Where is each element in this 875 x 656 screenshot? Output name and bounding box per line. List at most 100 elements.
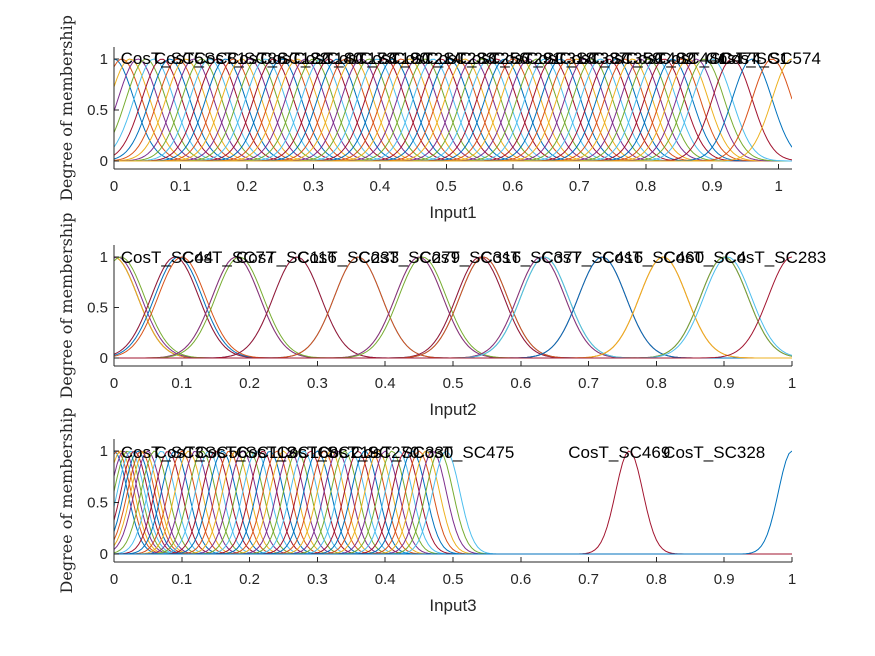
membership-curve xyxy=(114,450,792,555)
x-tick-label: 0 xyxy=(110,571,118,588)
membership-curve xyxy=(114,58,792,162)
x-tick-label: 0.7 xyxy=(578,375,599,392)
membership-curve xyxy=(114,450,792,555)
membership-curve xyxy=(114,58,792,162)
membership-curves xyxy=(114,450,792,555)
membership-curve xyxy=(114,58,792,162)
membership-curve xyxy=(114,58,792,162)
membership-curve xyxy=(114,58,792,162)
membership-curve xyxy=(114,58,792,162)
membership-curve xyxy=(114,58,792,162)
membership-curve xyxy=(114,58,792,162)
membership-curve xyxy=(114,256,792,359)
x-tick-label: 1 xyxy=(788,571,796,588)
membership-curve xyxy=(114,58,792,162)
mf-label: CosT_SC337 xyxy=(526,49,628,68)
mf-label: CosT_SC233 xyxy=(393,49,495,68)
membership-curve xyxy=(114,450,792,555)
membership-curve xyxy=(114,58,792,162)
x-tick-label: 0.4 xyxy=(375,571,396,588)
mf-label: CosT_SC330 xyxy=(351,443,453,462)
membership-curve xyxy=(114,450,792,555)
membership-curve xyxy=(114,58,792,162)
membership-curve xyxy=(114,58,792,162)
membership-curve xyxy=(114,58,792,162)
y-tick-label: 1 xyxy=(100,51,108,68)
membership-curve xyxy=(114,58,792,162)
membership-curve xyxy=(114,58,792,162)
mf-label: CosT_SC140 xyxy=(260,49,362,68)
y-axis-label: Degree of membership xyxy=(57,408,76,594)
y-axis-label: Degree of membership xyxy=(57,213,76,399)
mf-label: CosT_SC270 xyxy=(317,443,419,462)
membership-curve xyxy=(114,58,792,162)
membership-curve xyxy=(114,451,792,555)
membership-curve xyxy=(114,256,792,359)
y-tick-label: 0.5 xyxy=(87,102,108,119)
mf-label: CosT_SC5 xyxy=(121,49,204,68)
membership-curve xyxy=(114,450,792,555)
membership-curve xyxy=(114,58,792,162)
membership-curve xyxy=(114,450,792,555)
x-tick-label: 0.6 xyxy=(510,571,531,588)
membership-curve xyxy=(114,256,792,359)
membership-curve xyxy=(114,58,792,162)
membership-curve xyxy=(114,58,792,162)
x-tick-label: 0.2 xyxy=(237,178,258,195)
membership-curve xyxy=(114,58,792,162)
mf-label: CosT_SC475 xyxy=(412,443,514,462)
membership-curve xyxy=(114,58,792,162)
membership-curve xyxy=(114,58,792,162)
x-axis-label: Input1 xyxy=(429,203,476,222)
mf-label: CosT_SC86 xyxy=(194,49,287,68)
membership-curve xyxy=(114,58,792,162)
membership-curve xyxy=(114,58,792,162)
membership-curve xyxy=(114,58,792,162)
membership-curve xyxy=(114,58,792,162)
x-tick-label: 0.5 xyxy=(436,178,457,195)
y-tick-label: 0 xyxy=(100,350,108,367)
membership-curve xyxy=(114,58,792,162)
y-tick-label: 0.5 xyxy=(87,495,108,512)
membership-curve xyxy=(114,58,792,162)
mf-label: CosT_SC377 xyxy=(480,248,582,267)
membership-curve xyxy=(114,450,792,555)
membership-curve xyxy=(114,450,792,555)
membership-curve xyxy=(114,58,792,162)
membership-curve xyxy=(114,450,792,555)
plot-panel-1: 0 0.1 0.2 0.3 0.4 0.5 0.6 0.7 0.8 0.9 1 0 0.5 1 Input1… xyxy=(57,15,821,222)
x-tick-label: 0.3 xyxy=(303,178,324,195)
membership-curve xyxy=(114,450,792,555)
membership-curve xyxy=(114,450,792,555)
membership-curve xyxy=(114,58,792,162)
membership-curve xyxy=(114,256,792,359)
membership-curve xyxy=(114,256,792,359)
membership-curve xyxy=(114,58,792,162)
membership-curve xyxy=(114,256,792,359)
mf-label: CosT_SC279 xyxy=(358,248,460,267)
membership-curve xyxy=(114,450,792,555)
membership-curve xyxy=(114,256,792,359)
mf-label: CosT_SC116 xyxy=(236,248,337,267)
membership-curve xyxy=(114,58,792,162)
mf-label: CosT_SC402 xyxy=(593,49,695,68)
membership-curve xyxy=(114,256,792,359)
membership-curve xyxy=(114,450,792,555)
mf-label: CosT_SC1 xyxy=(706,49,789,68)
mf-label: CosT_SC474 xyxy=(659,49,761,68)
membership-curve xyxy=(114,450,792,555)
membership-curve xyxy=(114,58,792,162)
membership-curve xyxy=(114,58,792,162)
x-tick-label: 0.8 xyxy=(646,375,667,392)
membership-curve xyxy=(114,58,792,162)
x-tick-label: 0.3 xyxy=(307,375,328,392)
mf-label: CosT_SC173 xyxy=(293,49,395,68)
membership-curve xyxy=(114,58,792,162)
y-tick-label: 0 xyxy=(100,546,108,563)
membership-curve xyxy=(114,450,792,555)
membership-curve xyxy=(114,256,792,359)
membership-curve xyxy=(114,450,792,555)
membership-curve xyxy=(114,58,792,162)
membership-curve xyxy=(114,58,792,162)
plot-panel-3: 0 0.1 0.2 0.3 0.4 0.5 0.6 0.7 0.8 0.9 1 0 0.5 1 Input3… xyxy=(57,408,796,615)
